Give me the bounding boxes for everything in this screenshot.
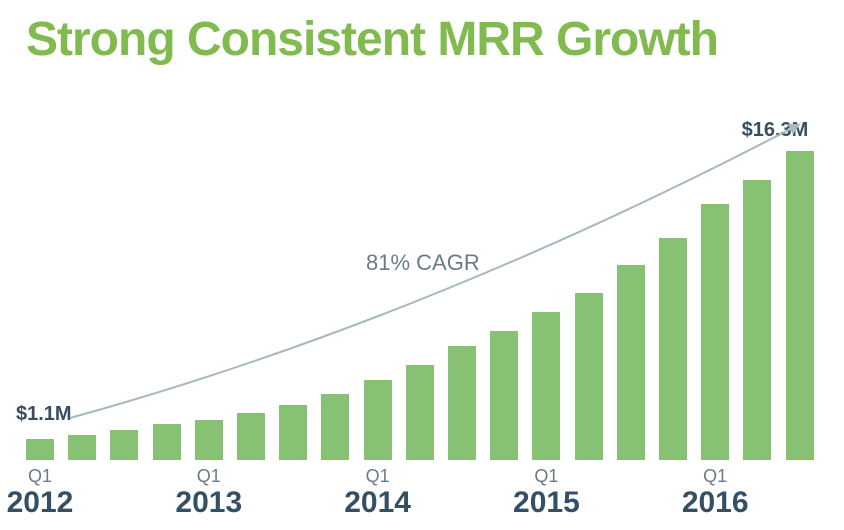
page: Strong Consistent MRR Growth $1.1M$16.3M… [0,0,844,530]
x-tick-year: 2016 [682,486,749,520]
chart-title: Strong Consistent MRR Growth [26,12,718,67]
x-tick-quarter: Q1 [197,466,221,487]
x-tick-quarter: Q1 [28,466,52,487]
x-tick-year: 2014 [344,486,411,520]
growth-arrow [26,100,816,460]
x-tick-year: 2012 [7,486,74,520]
chart-area: $1.1M$16.3M 81% CAGR [26,100,816,460]
x-tick-quarter: Q1 [703,466,727,487]
x-tick-year: 2015 [513,486,580,520]
cagr-label: 81% CAGR [366,250,480,276]
x-tick-year: 2013 [175,486,242,520]
x-tick-quarter: Q1 [534,466,558,487]
x-axis-labels: Q12012Q12013Q12014Q12015Q12016 [26,460,816,520]
x-tick-quarter: Q1 [366,466,390,487]
